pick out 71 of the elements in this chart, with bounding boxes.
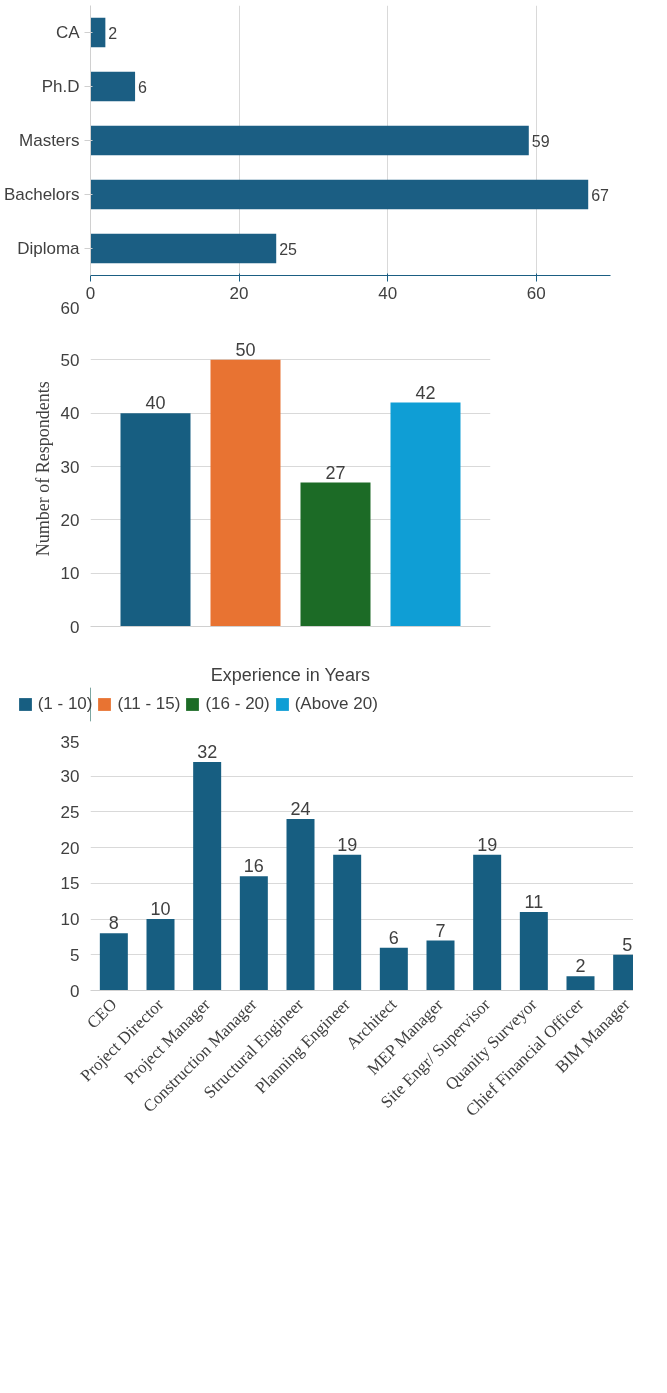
- x-tick-label: 0: [85, 283, 96, 303]
- data-label: 10: [150, 899, 171, 920]
- legend-label: (16 - 20): [205, 694, 270, 714]
- data-label: 16: [243, 856, 264, 877]
- bar: [90, 125, 529, 156]
- legend-label: (Above 20): [294, 694, 378, 714]
- data-label: 2: [108, 24, 118, 42]
- data-label: 19: [337, 834, 358, 855]
- data-label: 11: [524, 891, 544, 912]
- y-tick-label: 35: [60, 732, 80, 752]
- y-tick-label: 10: [60, 564, 80, 584]
- bar: [333, 854, 362, 991]
- y-tick-label: 20: [60, 510, 80, 530]
- y-tick-label: 10: [60, 910, 80, 930]
- y-tick-label: Masters: [19, 131, 80, 150]
- x-tick-label: 20: [229, 283, 249, 303]
- y-tick-label: Diploma: [17, 239, 81, 258]
- data-label: 19: [477, 834, 498, 855]
- y-tick-label: 5: [70, 945, 80, 965]
- data-label: 5: [622, 934, 633, 955]
- y-tick-label: 0: [70, 981, 80, 1001]
- data-label: 8: [108, 913, 119, 934]
- data-label: 7: [435, 920, 446, 941]
- x-tick-label: CEO: [83, 994, 121, 1033]
- bar: [99, 933, 128, 991]
- data-label: 42: [415, 382, 436, 403]
- y-tick-label: Bachelors: [3, 185, 80, 204]
- bar: [210, 359, 281, 627]
- data-label: 50: [235, 339, 256, 360]
- bar: [146, 919, 175, 991]
- bar: [90, 17, 106, 48]
- y-tick-label: Ph.D: [41, 77, 80, 96]
- y-tick-label: 15: [60, 874, 80, 894]
- bar: [239, 876, 268, 991]
- x-tick-label: 40: [378, 283, 398, 303]
- data-label: 67: [591, 186, 610, 204]
- data-label: 40: [145, 393, 166, 414]
- data-label: 59: [531, 132, 550, 150]
- y-tick-label: 50: [60, 350, 80, 370]
- y-tick-label: 20: [60, 838, 80, 858]
- bar: [120, 413, 191, 627]
- y-tick-label: CA: [55, 23, 81, 42]
- y-tick-label: 30: [60, 767, 80, 787]
- data-label: 25: [279, 240, 298, 258]
- y-axis-title: Number of Respondents: [32, 381, 53, 557]
- bar: [426, 940, 455, 991]
- bar: [193, 761, 222, 991]
- data-label: 6: [388, 927, 399, 948]
- bar: [286, 819, 315, 991]
- bar: [390, 402, 461, 627]
- y-tick-label: 30: [60, 457, 80, 477]
- x-tick-label: 60: [526, 283, 546, 303]
- bar: [90, 71, 136, 102]
- bar: [566, 976, 595, 991]
- data-label: 24: [290, 799, 311, 820]
- data-label: 2: [575, 956, 586, 977]
- data-label: 32: [197, 741, 218, 762]
- bar: [379, 947, 408, 991]
- bar: [473, 854, 502, 991]
- y-tick-label: 25: [60, 802, 80, 822]
- x-axis-title: Experience in Years: [210, 664, 370, 685]
- y-tick-label: 40: [60, 404, 80, 424]
- data-label: 27: [325, 462, 346, 483]
- y-tick-label: 60: [60, 298, 80, 318]
- bar: [90, 179, 589, 210]
- bar: [90, 233, 277, 264]
- y-tick-label: 0: [70, 617, 80, 637]
- data-label: 6: [138, 78, 148, 96]
- bar: [300, 482, 371, 627]
- bar: [519, 911, 548, 991]
- legend-label: (11 - 15): [117, 694, 181, 714]
